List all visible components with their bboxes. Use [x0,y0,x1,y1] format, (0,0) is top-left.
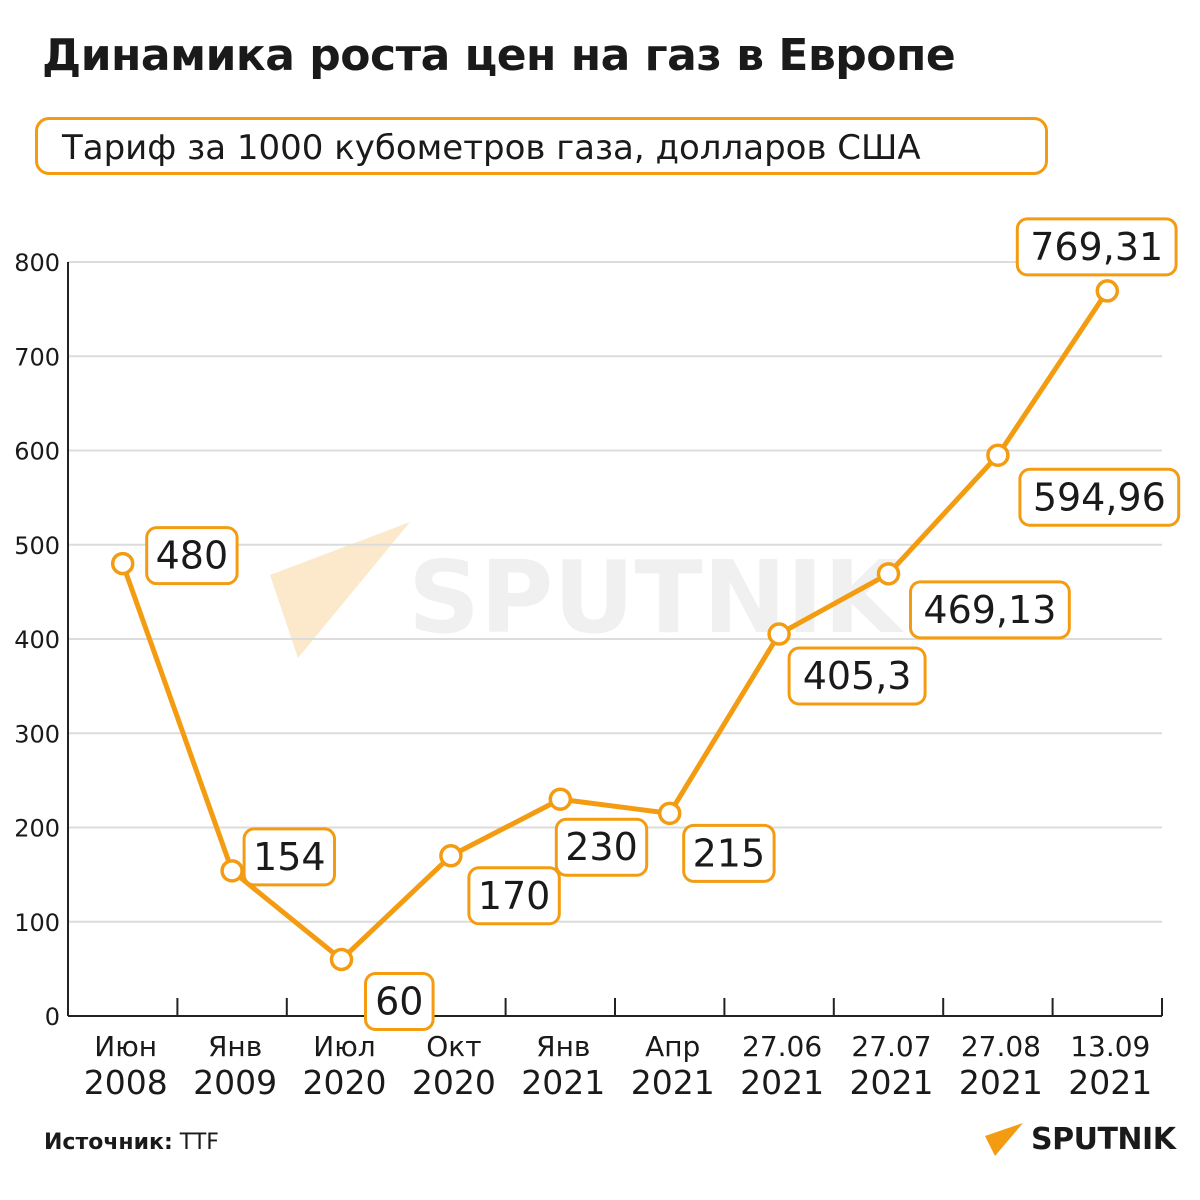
data-label-text: 60 [375,979,423,1023]
data-point [767,622,791,646]
data-label-box [145,526,239,586]
data-point [439,844,463,868]
y-tick-label: 600 [14,438,60,466]
x-tick-label-bottom: 2020 [303,1063,387,1102]
data-label-box [1015,217,1178,277]
page-title: Динамика роста цен на газ в Европе [42,30,956,81]
x-tick-label-bottom: 2008 [84,1063,168,1102]
data-point [876,562,901,586]
x-axis: Июн2008Янв2009Июл2020Окт2020Янв2021Апр20… [68,998,1163,1102]
x-tick-label-bottom: 2021 [521,1063,605,1102]
x-tick-label-bottom: 2021 [740,1063,824,1102]
data-label-box [467,866,561,926]
source-value: TTF [179,1130,219,1155]
data-label-text: 215 [693,831,766,875]
data-label: 230 [554,817,649,877]
data-label: 154 [242,827,337,887]
data-label: 60 [364,971,435,1031]
data-point [329,947,354,972]
x-tick-label-bottom: 2021 [959,1063,1043,1102]
brand-name: SPUTNIK [1031,1122,1176,1157]
data-point [548,787,573,811]
data-label: 480 [145,526,239,586]
watermark-logo-icon [270,522,410,658]
sputnik-watermark: SPUTNIK [270,522,905,658]
data-label-text: 170 [478,874,551,918]
series-price [110,279,1120,972]
x-tick-label-bottom: 2021 [850,1063,934,1102]
data-point [657,801,682,826]
x-tick-label-top: 27.06 [742,1030,822,1063]
data-label-box [364,971,435,1031]
x-tick-label-bottom: 2021 [631,1063,715,1102]
data-label-text: 769,31 [1030,225,1163,269]
data-label: 469,13 [909,580,1071,640]
grid-lines [68,261,1162,923]
x-tick-label-top: Июл [313,1030,375,1063]
data-point [220,859,244,883]
chart-subtitle: Тариф за 1000 кубометров газа, долларов … [62,128,921,168]
y-tick-label: 0 [45,1003,60,1031]
data-label-text: 154 [253,835,326,879]
series-line [120,289,1110,962]
data-label-box [787,646,927,706]
source-label: Источник: [44,1130,173,1155]
y-axis: 0 100 200 300 400 500 600 700 800 [14,249,69,1031]
x-tick-label-top: Апр [645,1030,700,1063]
data-label-box [242,827,337,887]
y-tick-label: 500 [14,532,60,560]
x-tick-label-top: Июн [94,1030,157,1063]
data-label-text: 405,3 [803,654,912,698]
sputnik-logo-icon [985,1122,1023,1156]
x-tick-label-top: 13.09 [1070,1030,1150,1063]
x-tick-label-top: Окт [426,1030,481,1063]
data-label-text: 480 [156,534,229,578]
data-label-text: 469,13 [923,588,1056,632]
y-tick-label: 200 [14,815,60,843]
data-label: 405,3 [787,646,927,706]
x-tick-label-top: 27.07 [851,1030,931,1063]
y-tick-label: 100 [14,909,60,937]
brand-logo: SPUTNIK [985,1122,1176,1157]
y-tick-label: 300 [14,720,60,748]
x-tick-label-bottom: 2020 [412,1063,496,1102]
data-label-box [554,817,649,877]
y-tick-label: 800 [14,249,60,277]
data-point [986,443,1010,468]
source-note: Источник: TTF [44,1130,219,1155]
data-label: 170 [467,866,561,926]
data-label-text: 230 [565,825,638,869]
data-label-box [682,823,776,883]
y-tick-label: 400 [14,626,60,654]
data-label-box [909,580,1071,640]
x-tick-label-top: Янв [536,1030,590,1063]
data-label-box [1018,467,1181,527]
data-label: 594,96 [1018,467,1181,527]
data-label: 769,31 [1015,217,1178,277]
data-point [1095,279,1120,303]
data-label-text: 594,96 [1033,475,1166,519]
subtitle-box: Тариф за 1000 кубометров газа, долларов … [35,117,1048,175]
watermark-text: SPUTNIK [408,539,905,656]
x-tick-label-top: Янв [208,1030,262,1063]
x-tick-label-bottom: 2009 [193,1063,277,1102]
x-tick-label-bottom: 2021 [1068,1063,1152,1102]
data-label: 215 [682,823,776,883]
x-tick-label-top: 27.08 [961,1030,1041,1063]
y-tick-label: 700 [14,343,60,371]
data-point [110,551,135,576]
